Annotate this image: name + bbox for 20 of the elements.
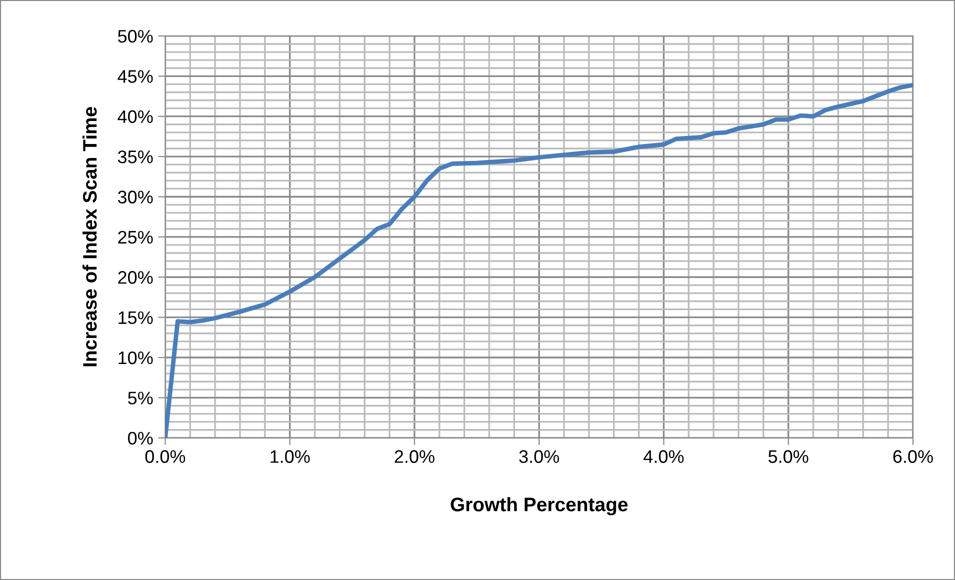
y-axis-title: Increase of Index Scan Time — [82, 106, 97, 366]
y-tick-label: 5% — [128, 392, 153, 404]
x-axis-title: Growth Percentage — [450, 497, 628, 516]
y-tick-label: 35% — [118, 150, 153, 164]
x-tick-label: 4.0% — [644, 450, 684, 463]
y-tick-label: 15% — [118, 311, 153, 324]
x-tick-label: 3.0% — [519, 450, 560, 463]
x-tick-label: 5.0% — [768, 450, 808, 463]
y-tick-label: 30% — [118, 190, 153, 204]
x-tick-label: 6.0% — [893, 450, 933, 463]
x-tick-label: 2.0% — [394, 450, 434, 463]
y-tick-label: 40% — [118, 110, 153, 124]
y-tick-label: 25% — [118, 230, 153, 244]
y-tick-label: 50% — [118, 30, 153, 43]
x-tick-label: 0.0% — [145, 450, 186, 463]
x-tick-label: 1.0% — [270, 450, 310, 463]
y-tick-label: 45% — [118, 70, 153, 83]
y-tick-label: 10% — [118, 351, 153, 364]
y-tick-label: 20% — [118, 271, 153, 284]
y-tick-label: 0% — [128, 432, 153, 445]
